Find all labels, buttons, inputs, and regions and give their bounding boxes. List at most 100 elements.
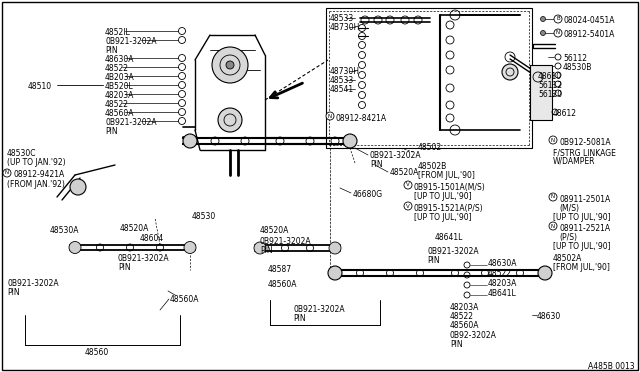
Text: B: B <box>556 16 560 22</box>
Text: [UP TO JUL,'90]: [UP TO JUL,'90] <box>414 213 472 222</box>
Text: 08912-5401A: 08912-5401A <box>564 30 616 39</box>
Circle shape <box>541 31 545 35</box>
Text: PIN: PIN <box>427 256 440 265</box>
Text: PIN: PIN <box>293 314 306 323</box>
Circle shape <box>328 266 342 280</box>
Text: (UP TO JAN.'92): (UP TO JAN.'92) <box>7 158 66 167</box>
Circle shape <box>70 179 86 195</box>
Text: 4B203A: 4B203A <box>105 73 135 82</box>
Circle shape <box>538 266 552 280</box>
Text: V: V <box>406 183 410 187</box>
Text: 0B915-1501A(M/S): 0B915-1501A(M/S) <box>414 183 486 192</box>
Text: [FROM JUL,'90]: [FROM JUL,'90] <box>418 171 475 180</box>
Text: 48502B: 48502B <box>418 162 447 171</box>
Text: 48612: 48612 <box>553 109 577 118</box>
Text: N: N <box>551 138 555 142</box>
Text: 56120: 56120 <box>538 90 562 99</box>
Text: 48510: 48510 <box>28 82 52 91</box>
Text: 0B92-3202A: 0B92-3202A <box>450 331 497 340</box>
Text: 48502: 48502 <box>418 143 442 152</box>
Text: 0B915-1521A(P/S): 0B915-1521A(P/S) <box>414 204 484 213</box>
Text: 0B921-3202A: 0B921-3202A <box>105 37 157 46</box>
Text: 48522: 48522 <box>105 64 129 73</box>
Text: 48560A: 48560A <box>105 109 134 118</box>
Text: 08911-2521A: 08911-2521A <box>559 224 610 233</box>
Circle shape <box>226 61 234 69</box>
Text: 48502A: 48502A <box>553 254 582 263</box>
Text: 48530A: 48530A <box>50 226 79 235</box>
Text: 48587: 48587 <box>268 265 292 274</box>
Bar <box>530 65 552 120</box>
Circle shape <box>554 15 562 23</box>
Text: 46680G: 46680G <box>353 190 383 199</box>
Text: 0B912-5081A: 0B912-5081A <box>559 138 611 147</box>
Text: 48522: 48522 <box>105 100 129 109</box>
Text: 48530B: 48530B <box>563 63 593 72</box>
Text: 48560A: 48560A <box>170 295 200 304</box>
Text: PIN: PIN <box>118 263 131 272</box>
Text: 48520A: 48520A <box>120 224 149 233</box>
Text: 0B921-3202A: 0B921-3202A <box>105 118 157 127</box>
Text: [FROM JUL,'90]: [FROM JUL,'90] <box>553 263 610 272</box>
Circle shape <box>549 136 557 144</box>
Text: 08024-0451A: 08024-0451A <box>564 16 616 25</box>
Text: 48630: 48630 <box>537 312 561 321</box>
Text: 48630A: 48630A <box>488 259 518 268</box>
Circle shape <box>404 202 412 210</box>
Text: 48203A: 48203A <box>488 279 517 288</box>
Circle shape <box>212 47 248 83</box>
Circle shape <box>343 134 357 148</box>
Circle shape <box>218 108 242 132</box>
Text: 48630A: 48630A <box>105 55 134 64</box>
Bar <box>326 8 532 148</box>
Circle shape <box>549 222 557 230</box>
Text: [UP TO JUL,'90]: [UP TO JUL,'90] <box>414 192 472 201</box>
Text: N: N <box>5 170 9 176</box>
Circle shape <box>404 181 412 189</box>
Text: 0B921-3202A: 0B921-3202A <box>7 279 59 288</box>
Text: 48541: 48541 <box>330 85 354 94</box>
Text: 0B921-3202A: 0B921-3202A <box>427 247 479 256</box>
Text: 4B641L: 4B641L <box>488 289 516 298</box>
Text: 4B730H: 4B730H <box>330 23 360 32</box>
Text: A485B 0013: A485B 0013 <box>588 362 635 371</box>
Text: F/STRG LINKAGE: F/STRG LINKAGE <box>553 148 616 157</box>
Text: N: N <box>328 113 332 119</box>
Text: 4B520L: 4B520L <box>105 82 134 91</box>
Text: 4852IL: 4852IL <box>105 28 131 37</box>
Text: 08911-2501A: 08911-2501A <box>559 195 611 204</box>
Text: [UP TO JUL,'90]: [UP TO JUL,'90] <box>553 213 611 222</box>
Text: 48203A: 48203A <box>105 91 134 100</box>
Text: W/DAMPER: W/DAMPER <box>553 156 595 165</box>
Text: 48560A: 48560A <box>450 321 479 330</box>
Circle shape <box>184 241 196 253</box>
Circle shape <box>69 241 81 253</box>
Text: 48730H: 48730H <box>330 67 360 76</box>
Text: PIN: PIN <box>260 246 273 255</box>
Text: 48610: 48610 <box>538 72 562 81</box>
Text: 0B921-3202A: 0B921-3202A <box>370 151 422 160</box>
Text: 48533: 48533 <box>330 76 355 85</box>
Text: 48641L: 48641L <box>435 233 463 242</box>
Circle shape <box>254 242 266 254</box>
Text: 0B921-3202A: 0B921-3202A <box>260 237 312 246</box>
Text: 48604: 48604 <box>140 234 164 243</box>
Circle shape <box>3 169 11 177</box>
Text: 0B921-3202A: 0B921-3202A <box>293 305 344 314</box>
Text: 48520A: 48520A <box>390 168 419 177</box>
Text: PIN: PIN <box>370 160 383 169</box>
Text: 48560A: 48560A <box>268 280 298 289</box>
Circle shape <box>502 64 518 80</box>
Text: 48560: 48560 <box>85 348 109 357</box>
Text: (P/S): (P/S) <box>559 233 577 242</box>
Text: 48530C: 48530C <box>7 149 36 158</box>
Circle shape <box>326 112 334 120</box>
Text: PIN: PIN <box>7 288 20 297</box>
Text: 56112: 56112 <box>563 54 587 63</box>
Text: PIN: PIN <box>105 127 118 136</box>
Text: (FROM JAN.'92): (FROM JAN.'92) <box>7 180 65 189</box>
Text: (M/S): (M/S) <box>559 204 579 213</box>
Text: [UP TO JUL,'90]: [UP TO JUL,'90] <box>553 242 611 251</box>
Text: PIN: PIN <box>450 340 463 349</box>
Text: N: N <box>551 195 555 199</box>
